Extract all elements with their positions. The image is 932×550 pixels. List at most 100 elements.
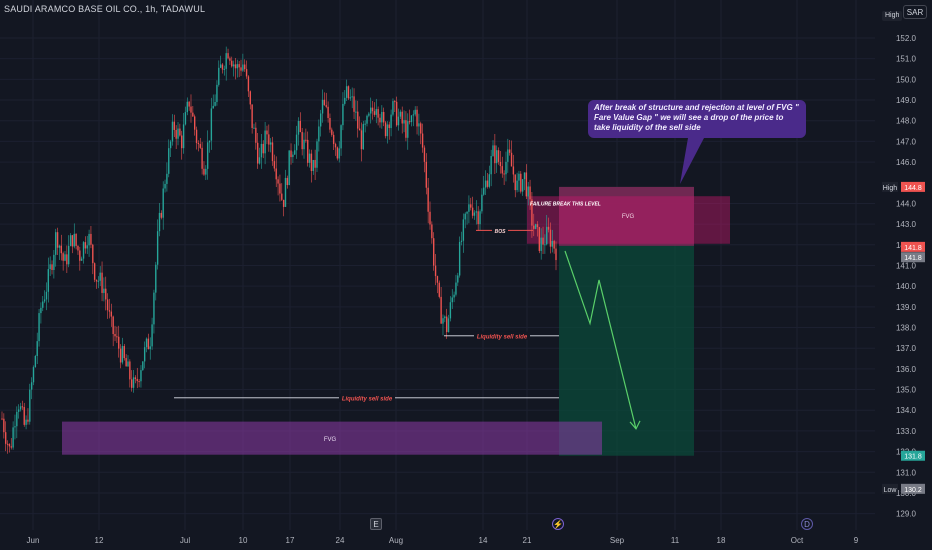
candle-body (1, 418, 3, 420)
candle-body (503, 173, 505, 175)
y-tick-label: 150.0 (896, 75, 917, 84)
candle-body (169, 141, 172, 149)
candle-body (145, 338, 148, 348)
liquidity-label-2-bg (339, 393, 395, 402)
candle-body (80, 258, 83, 261)
zones-layer (62, 186, 730, 456)
candle-body (53, 254, 55, 270)
candle-body (373, 111, 376, 115)
currency-button[interactable]: SAR (903, 5, 927, 19)
candle-body (533, 225, 535, 229)
candle-body (210, 108, 213, 141)
candle-body (457, 275, 459, 283)
badge-tag-bg (882, 483, 898, 494)
candle-body (105, 288, 107, 300)
candle-body (62, 253, 64, 261)
candle-body (90, 233, 92, 245)
candle-body (460, 240, 463, 242)
x-tick-label: Aug (389, 536, 403, 545)
candle-body (497, 150, 500, 162)
y-tick-label: 143.0 (896, 220, 917, 229)
y-tick-label: 148.0 (896, 117, 917, 126)
candle-body (488, 174, 490, 187)
price-badge: 141.8 (904, 245, 922, 252)
x-axis[interactable]: Jun 12 Jul 10 17 24 Aug 14 21 Sep 11 18 Oct 9 (27, 536, 859, 545)
candle-body (368, 113, 370, 116)
candle-body (127, 361, 129, 367)
split-marker-icon[interactable]: ⚡ (552, 518, 564, 530)
candle-body (510, 152, 513, 167)
candle-body (312, 159, 314, 171)
candle-body (73, 233, 75, 247)
candle-body (216, 84, 218, 102)
candle-body (310, 153, 313, 171)
candle-body (242, 64, 244, 71)
candle-body (143, 347, 146, 362)
high-scale-badge: High (882, 11, 903, 21)
candle-body (186, 101, 188, 113)
y-tick-label: 139.0 (896, 303, 917, 312)
candle-body (195, 129, 198, 143)
candle-body (458, 241, 461, 276)
lower-fvg-label: FVG (324, 437, 337, 443)
candle-body (121, 346, 124, 363)
candle-body (340, 125, 342, 149)
price-badge: 144.8 (904, 185, 922, 192)
candle-body (101, 272, 103, 293)
candle-body (484, 180, 487, 188)
earnings-marker-icon[interactable]: E (370, 518, 382, 530)
candle-body (247, 76, 250, 92)
candle-body (136, 379, 138, 382)
candle-body (360, 130, 363, 150)
candle-body (379, 117, 381, 123)
candle-body (410, 115, 413, 123)
candle-body (171, 121, 174, 142)
price-badge-bg (901, 483, 925, 494)
dividend-marker-icon[interactable]: D (801, 518, 813, 530)
grid (0, 0, 875, 530)
candle-body (110, 311, 113, 317)
candle-body (551, 240, 553, 247)
candle-body (518, 173, 520, 181)
candle-body (429, 211, 431, 225)
candle-body (351, 96, 353, 98)
candle-body (25, 419, 27, 425)
candle-body (231, 60, 233, 67)
y-tick-label: 135.0 (896, 386, 917, 395)
candle-body (269, 142, 272, 145)
candle-body (445, 316, 448, 333)
y-tick-label: 133.0 (896, 427, 917, 436)
candle-body (321, 99, 324, 114)
lower-fvg-zone (62, 421, 602, 455)
y-tick-label: 140.0 (896, 282, 917, 291)
candle-body (332, 134, 335, 144)
candle-body (142, 361, 144, 371)
candle-body (166, 173, 168, 184)
candle-body (5, 432, 7, 444)
candle-body (236, 64, 239, 69)
candle-body (347, 86, 350, 99)
candle-body (427, 187, 429, 212)
y-axis[interactable]: 129.0130.0131.0132.0133.0134.0135.0136.0… (896, 34, 917, 519)
candle-body (286, 177, 289, 186)
candle-body (292, 154, 294, 158)
candle-body (442, 318, 444, 324)
candle-body (88, 233, 90, 246)
candle-body (282, 199, 285, 207)
candle-body (319, 113, 322, 127)
candle-body (221, 64, 224, 70)
candle-body (501, 166, 503, 174)
x-tick-label: 10 (239, 536, 248, 545)
candle-body (399, 111, 402, 117)
x-tick-label: 18 (717, 536, 726, 545)
candle-body (549, 229, 552, 247)
candle-body (470, 204, 472, 208)
price-badge-bg (901, 181, 925, 192)
x-tick-label: Sep (610, 536, 625, 545)
candle-body (531, 199, 533, 226)
candle-body (34, 355, 37, 368)
candle-body (47, 269, 50, 292)
candle-body (151, 324, 153, 347)
candle-body (275, 168, 277, 180)
